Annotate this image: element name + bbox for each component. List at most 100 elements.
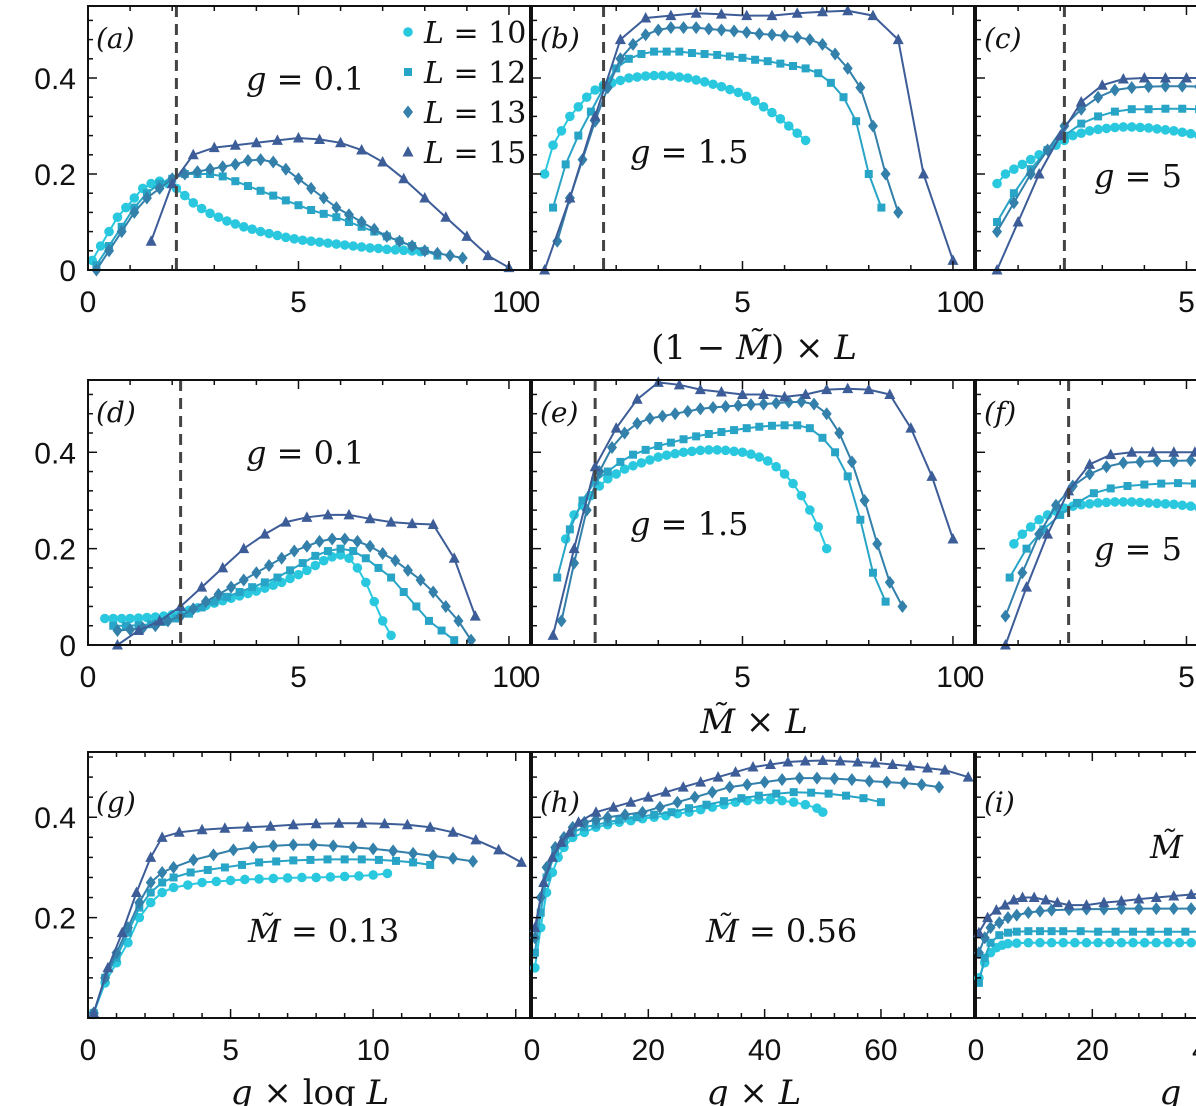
data-point-c-2 [1143,80,1154,94]
data-point-f-0 [1101,497,1112,508]
data-point-e-2 [872,537,883,551]
data-point-f-1 [1106,484,1115,493]
data-point-g-3 [242,821,254,832]
data-point-a-0 [213,212,224,222]
data-point-h-3 [642,791,654,802]
series-line-b-1 [552,50,883,208]
data-point-c-2 [1025,167,1036,181]
panel-c: 0 5 (c) [968,5,1196,319]
data-point-i-3 [1168,890,1180,901]
data-point-c-0 [992,178,1002,189]
data-point-a-2 [343,208,354,222]
data-point-d-1 [424,616,433,625]
y-tick-label-d: 0.2 [34,534,76,567]
data-point-h-0 [800,799,811,810]
data-point-d-3 [427,518,439,530]
data-point-e-2 [695,402,706,416]
y-tick-label-g: 0.2 [34,903,76,936]
data-point-f-0 [1152,498,1162,509]
data-point-i-2 [1034,904,1045,918]
data-point-f-3 [1126,446,1138,457]
data-point-b-0 [775,114,786,124]
series-line-b-3 [543,9,954,271]
data-point-d-2 [276,551,287,565]
x-tick-label-i: 40 [1192,1034,1196,1067]
data-point-e-1 [742,424,751,433]
data-point-d-1 [336,544,345,553]
data-point-d-3 [385,516,397,527]
data-point-g-3 [287,818,299,830]
data-point-b-1 [574,131,583,140]
x-tick-label-b: 10 [936,286,969,319]
data-point-e-0 [678,447,689,458]
data-point-d-2 [188,602,199,616]
data-point-h-1 [615,815,624,824]
data-point-h-2 [759,775,770,789]
data-point-d-2 [327,532,338,546]
data-point-g-2 [168,860,179,874]
data-point-c-3 [1033,168,1045,179]
data-point-g-3 [145,851,157,862]
data-point-g-1 [391,856,400,865]
data-point-d-2 [415,573,426,587]
data-point-i-3 [1051,896,1063,908]
data-point-a-0 [331,239,342,249]
data-point-b-3 [665,9,677,21]
data-point-b-1 [864,170,873,178]
data-point-g-3 [333,817,345,828]
data-point-g-1 [340,855,349,864]
data-point-i-0 [1163,937,1173,948]
data-point-e-2 [720,400,731,413]
data-point-g-1 [306,855,315,864]
data-point-f-0 [1118,497,1129,507]
data-point-c-0 [1025,154,1036,165]
data-point-i-3 [1040,894,1052,905]
data-point-g-3 [310,817,322,829]
x-tick-label-d: 0 [80,661,97,694]
data-point-d-1 [311,551,320,560]
data-point-b-0 [708,79,718,90]
data-point-e-3 [947,533,959,544]
data-point-a-0 [348,241,359,251]
data-point-h-2 [707,785,718,799]
data-point-i-3 [1017,891,1029,903]
data-point-f-1 [1089,489,1098,498]
data-point-e-2 [758,397,769,411]
data-point-b-2 [867,119,878,133]
data-point-a-0 [255,226,266,237]
data-point-e-2 [682,404,693,418]
data-point-b-2 [716,23,727,37]
data-point-e-0 [805,505,815,515]
data-point-f-0 [1143,498,1154,508]
data-point-e-0 [788,478,798,489]
data-point-d-2 [301,539,312,553]
data-point-d-2 [226,580,237,594]
data-point-a-2 [318,191,329,205]
data-point-a-2 [104,244,115,258]
data-point-b-3 [766,9,778,21]
series-line-i-0 [977,941,1196,979]
data-point-g-3 [156,831,168,842]
data-point-g-3 [130,886,142,898]
data-point-b-2 [754,27,765,41]
data-point-b-2 [552,234,563,248]
data-point-f-2 [1050,498,1061,512]
data-point-h-3 [660,786,672,797]
data-point-f-3 [1084,458,1096,469]
data-point-b-1 [687,49,696,58]
data-point-h-1 [536,908,545,917]
data-point-h-3 [764,758,776,770]
data-point-b-2 [817,37,828,51]
data-point-e-1 [666,438,675,447]
data-point-c-3 [1180,72,1192,83]
data-point-b-3 [947,254,959,265]
data-point-c-1 [1127,105,1136,114]
data-point-g-2 [228,843,239,857]
data-point-b-0 [556,126,567,136]
data-point-f-2 [1084,467,1095,481]
legend-entry-0: L = 10 [423,16,526,51]
data-point-h-1 [702,800,711,809]
axes-frame-b [531,5,975,271]
data-point-i-1 [1129,927,1138,936]
data-point-i-1 [1111,927,1120,936]
